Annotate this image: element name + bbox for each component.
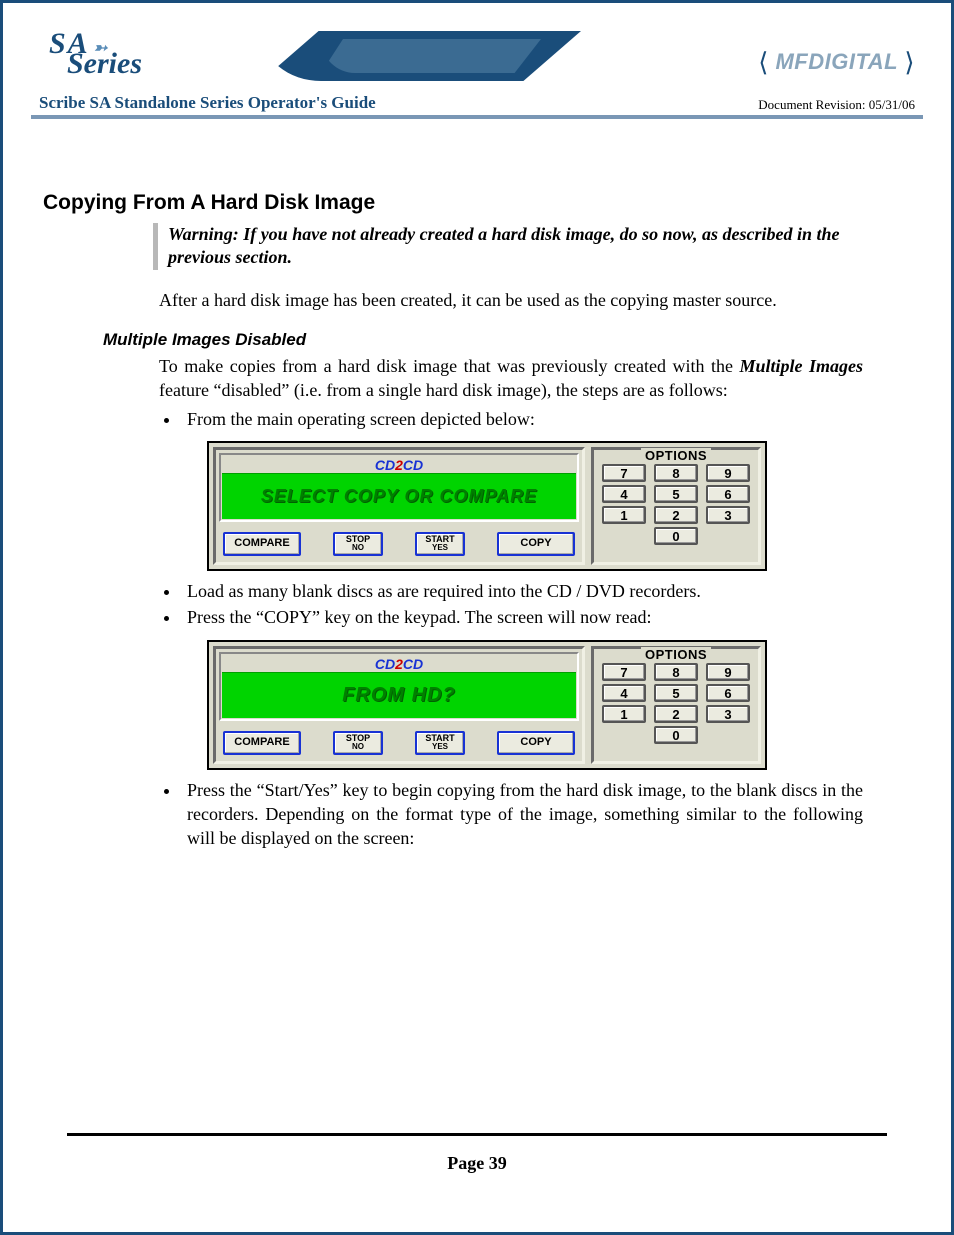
para2-pre: To make copies from a hard disk image th… [159,356,739,376]
stop-no-button[interactable]: STOP NO [333,532,383,556]
steps-list: From the main operating screen depicted … [159,407,863,431]
key2-3[interactable]: 3 [706,705,750,723]
steps-list-3: Press the “Start/Yes” key to begin copyi… [159,778,863,851]
lcd-wrap-2: CD2CD FROM HD? [219,652,579,721]
start-yes-button-2[interactable]: START YES [415,731,465,755]
options-label: OPTIONS [641,448,711,463]
para2-post: feature “disabled” (i.e. from a single h… [159,380,728,400]
brand-2: 2 [395,457,403,473]
footer-rule [67,1133,887,1136]
brand-2-2: 2 [395,656,403,672]
start-yes-button[interactable]: START YES [415,532,465,556]
key-3[interactable]: 3 [706,506,750,524]
logo-series-text: Series [67,51,142,77]
content-area: Copying From A Hard Disk Image Warning: … [31,123,923,850]
intro-paragraph: After a hard disk image has been created… [159,288,863,312]
warning-text: Warning: If you have not already created… [168,223,863,270]
key-8[interactable]: 8 [654,464,698,482]
yes-label: YES [417,544,463,552]
panel-right-2: OPTIONS 7 8 9 4 5 6 1 2 3 0 [591,646,761,764]
page-number: Page 39 [31,1153,923,1174]
no-label: NO [335,544,381,552]
key2-7[interactable]: 7 [602,663,646,681]
brand-cd-left: CD [375,457,395,473]
doc-title: Scribe SA Standalone Series Operator's G… [39,93,376,113]
key-6[interactable]: 6 [706,485,750,503]
step-1: From the main operating screen depicted … [181,407,863,431]
key2-1[interactable]: 1 [602,705,646,723]
logo-sa-series: SA➳ Series [49,31,142,76]
step-4: Press the “Start/Yes” key to begin copyi… [181,778,863,851]
lcd-screen-2: FROM HD? [222,672,576,718]
panel-left-2: CD2CD FROM HD? COMPARE STOP NO START YES [213,646,585,764]
button-row-2: COMPARE STOP NO START YES COPY [219,721,579,758]
stop-no-button-2[interactable]: STOP NO [333,731,383,755]
sub-intro-paragraph: To make copies from a hard disk image th… [159,354,863,403]
device-panel-2: CD2CD FROM HD? COMPARE STOP NO START YES [207,640,767,770]
key2-0[interactable]: 0 [654,726,698,744]
sub-heading: Multiple Images Disabled [103,330,863,350]
key-5[interactable]: 5 [654,485,698,503]
doc-revision: Document Revision: 05/31/06 [758,97,915,113]
bracket-left-icon: ⟨ [758,47,769,77]
copy-button-2[interactable]: COPY [497,731,575,755]
key-9[interactable]: 9 [706,464,750,482]
key-1[interactable]: 1 [602,506,646,524]
key-7[interactable]: 7 [602,464,646,482]
page-inner: SA➳ Series ⟨ MFDIGITAL ⟩ Scribe SA Stand… [31,31,923,1204]
panel-left: CD2CD SELECT COPY OR COMPARE COMPARE STO… [213,447,585,565]
compare-button[interactable]: COMPARE [223,532,301,556]
key2-2[interactable]: 2 [654,705,698,723]
bracket-right-icon: ⟩ [904,47,915,77]
warning-block: Warning: If you have not already created… [153,223,863,270]
key2-5[interactable]: 5 [654,684,698,702]
options-label-2: OPTIONS [641,647,711,662]
key-4[interactable]: 4 [602,485,646,503]
brand-cd-right: CD [403,457,423,473]
header-curve-graphic [261,31,581,81]
brand-cd-left-2: CD [375,656,395,672]
device-panel-1: CD2CD SELECT COPY OR COMPARE COMPARE STO… [207,441,767,571]
logo-mf: MF [775,49,808,74]
section-heading: Copying From A Hard Disk Image [43,191,863,215]
step-2: Load as many blank discs as are required… [181,579,863,603]
page-header: SA➳ Series ⟨ MFDIGITAL ⟩ Scribe SA Stand… [31,31,923,119]
key2-4[interactable]: 4 [602,684,646,702]
panel-right: OPTIONS 7 8 9 4 5 6 1 2 3 0 [591,447,761,565]
key-2[interactable]: 2 [654,506,698,524]
key2-9[interactable]: 9 [706,663,750,681]
header-bar: Scribe SA Standalone Series Operator's G… [31,93,923,119]
step-3: Press the “COPY” key on the keypad. The … [181,605,863,629]
copy-button[interactable]: COPY [497,532,575,556]
page-frame: SA➳ Series ⟨ MFDIGITAL ⟩ Scribe SA Stand… [0,0,954,1235]
key2-6[interactable]: 6 [706,684,750,702]
keypad-2: 7 8 9 4 5 6 1 2 3 0 [602,663,750,744]
lcd-brand-2: CD2CD [222,655,576,672]
steps-list-2: Load as many blank discs as are required… [159,579,863,630]
lcd-brand: CD2CD [222,456,576,473]
button-row: COMPARE STOP NO START YES COPY [219,522,579,559]
warning-bar [153,223,158,270]
lcd-screen: SELECT COPY OR COMPARE [222,473,576,519]
brand-cd-right-2: CD [403,656,423,672]
para2-term: Multiple Images [739,356,863,376]
key2-8[interactable]: 8 [654,663,698,681]
compare-button-2[interactable]: COMPARE [223,731,301,755]
logo-mf-digital: ⟨ MFDIGITAL ⟩ [758,47,915,78]
lcd-wrap: CD2CD SELECT COPY OR COMPARE [219,453,579,522]
keypad: 7 8 9 4 5 6 1 2 3 0 [602,464,750,545]
no-label-2: NO [335,743,381,751]
logo-digital: DIGITAL [808,49,897,74]
yes-label-2: YES [417,743,463,751]
key-0[interactable]: 0 [654,527,698,545]
